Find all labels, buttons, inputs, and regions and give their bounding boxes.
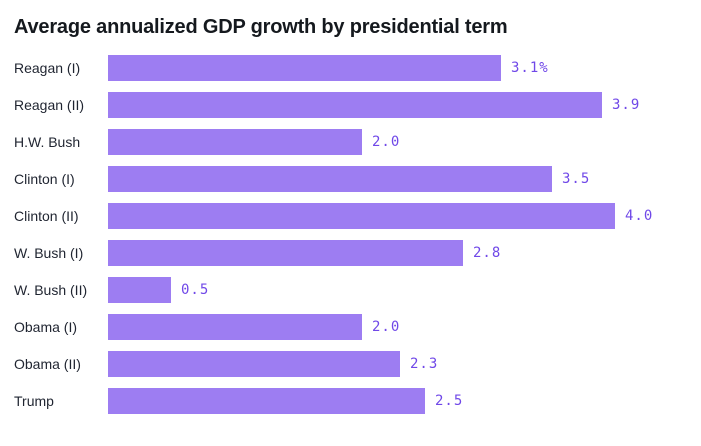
value-label: 3.9 xyxy=(612,97,641,113)
chart-row: Reagan (II) 3.9 xyxy=(14,92,687,118)
value-label: 3.1% xyxy=(511,60,549,76)
value-label: 2.5 xyxy=(435,393,464,409)
bar xyxy=(108,166,552,192)
value-label: 0.5 xyxy=(181,282,210,298)
value-label: 4.0 xyxy=(625,208,654,224)
chart-row: Reagan (I) 3.1% xyxy=(14,55,687,81)
chart-title: Average annualized GDP growth by preside… xyxy=(14,16,508,38)
value-label: 2.0 xyxy=(372,134,401,150)
category-label: H.W. Bush xyxy=(14,134,81,150)
chart-row: Obama (I) 2.0 xyxy=(14,314,687,340)
bar xyxy=(108,55,501,81)
bar xyxy=(108,240,463,266)
value-label: 2.0 xyxy=(372,319,401,335)
chart-row: Clinton (I) 3.5 xyxy=(14,166,687,192)
bar-area: 2.5 xyxy=(108,388,687,414)
chart-row: Trump 2.5 xyxy=(14,388,687,414)
category-label: Obama (II) xyxy=(14,356,81,372)
chart-row: H.W. Bush 2.0 xyxy=(14,129,687,155)
bar xyxy=(108,314,362,340)
bar xyxy=(108,203,615,229)
chart-row: Obama (II) 2.3 xyxy=(14,351,687,377)
bar xyxy=(108,351,400,377)
bar-area: 4.0 xyxy=(108,203,687,229)
chart-rows: Reagan (I) 3.1% Reagan (II) 3.9 H.W. Bus… xyxy=(14,55,687,425)
bar-area: 2.8 xyxy=(108,240,687,266)
chart-row: Clinton (II) 4.0 xyxy=(14,203,687,229)
bar xyxy=(108,129,362,155)
category-label: Clinton (II) xyxy=(14,208,79,224)
bar-area: 3.9 xyxy=(108,92,687,118)
bar-area: 3.5 xyxy=(108,166,687,192)
category-label: Obama (I) xyxy=(14,319,78,335)
category-label: W. Bush (I) xyxy=(14,245,84,261)
value-label: 2.3 xyxy=(410,356,439,372)
category-label: Reagan (I) xyxy=(14,60,81,76)
bar xyxy=(108,388,425,414)
bar-area: 3.1% xyxy=(108,55,687,81)
bar-area: 2.3 xyxy=(108,351,687,377)
bar xyxy=(108,277,171,303)
category-label: Clinton (I) xyxy=(14,171,75,187)
bar xyxy=(108,92,602,118)
bar-area: 0.5 xyxy=(108,277,687,303)
bar-area: 2.0 xyxy=(108,129,687,155)
category-label: Reagan (II) xyxy=(14,97,85,113)
category-label: Trump xyxy=(14,393,54,409)
chart-row: W. Bush (II) 0.5 xyxy=(14,277,687,303)
value-label: 3.5 xyxy=(562,171,591,187)
value-label: 2.8 xyxy=(473,245,502,261)
bar-area: 2.0 xyxy=(108,314,687,340)
chart-row: W. Bush (I) 2.8 xyxy=(14,240,687,266)
category-label: W. Bush (II) xyxy=(14,282,88,298)
